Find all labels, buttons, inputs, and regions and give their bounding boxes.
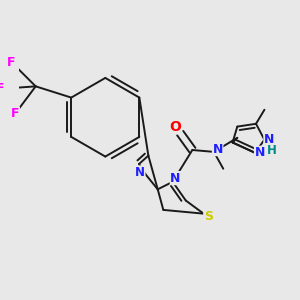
Text: N: N — [135, 166, 145, 179]
Text: O: O — [169, 120, 181, 134]
Text: N: N — [170, 172, 181, 184]
Text: F: F — [7, 56, 16, 68]
Text: S: S — [204, 210, 213, 223]
Text: F: F — [0, 82, 4, 95]
Text: N: N — [255, 146, 265, 159]
Text: N: N — [212, 142, 223, 156]
Text: H: H — [267, 144, 277, 158]
Text: N: N — [264, 133, 274, 146]
Text: F: F — [11, 107, 19, 120]
